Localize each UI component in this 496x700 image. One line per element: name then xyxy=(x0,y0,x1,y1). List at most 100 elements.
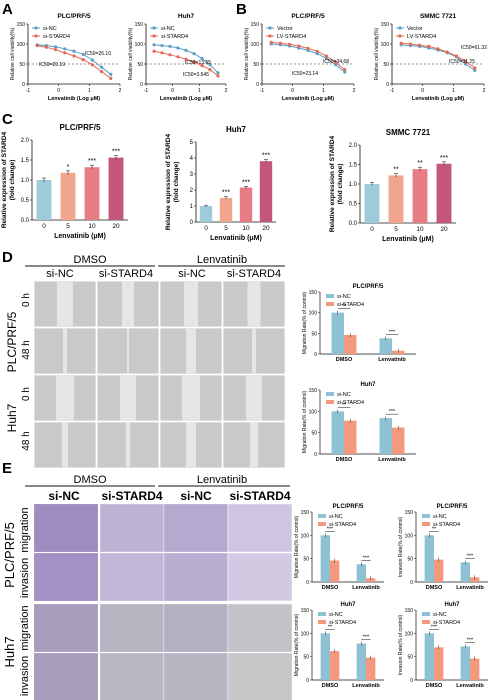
cell-stain-overlay xyxy=(100,504,164,552)
y-tick-label: 1.5 xyxy=(349,163,358,169)
d-row-48h-plc: 48 h xyxy=(21,340,32,359)
x-tick-label: 20 xyxy=(112,223,120,230)
x-tick-label: -1 xyxy=(390,88,395,94)
y-tick-label: 150 xyxy=(309,290,318,296)
y-tick-label: 0 xyxy=(140,82,143,88)
y-tick-label: 100 xyxy=(301,631,310,637)
wound-gap xyxy=(247,281,261,327)
e-row-migration-plc: migration xyxy=(19,507,31,552)
data-point xyxy=(54,45,58,49)
data-point xyxy=(90,63,94,67)
chart-title: Huh7 xyxy=(341,602,357,608)
data-point xyxy=(454,54,458,58)
bar xyxy=(424,633,434,680)
data-point xyxy=(72,49,76,53)
bar xyxy=(239,187,253,222)
series-line xyxy=(271,41,346,70)
data-point xyxy=(200,56,204,61)
wound-gap xyxy=(120,375,136,421)
wound-gap xyxy=(184,281,198,327)
cell-stain-overlay xyxy=(164,653,228,700)
legend-swatch xyxy=(326,392,334,396)
x-tick-label: Lenvatinib xyxy=(456,585,484,591)
bar xyxy=(199,206,213,222)
bar xyxy=(366,657,376,680)
y-axis-label: Migration Rate(% of control) xyxy=(294,516,300,579)
x-tick-label: 2 xyxy=(119,88,122,94)
y-tick-label: 0 xyxy=(306,678,309,684)
e-row-invasion-plc: invasion xyxy=(19,558,31,598)
panel-label-b: B xyxy=(236,1,247,18)
y-tick-label: 50 xyxy=(311,431,317,437)
x-tick-label: Lenvatinib xyxy=(378,457,406,463)
legend-marker xyxy=(152,26,156,30)
x-tick-label: -1 xyxy=(144,88,149,94)
bar xyxy=(388,175,404,223)
y-tick-label: 0 xyxy=(314,452,317,458)
data-point xyxy=(152,49,156,53)
y-tick-label: 0.0 xyxy=(21,218,30,224)
chart-e3: Huh7 0 50 100 150 si-NC si-STARD4** DMSO *** Lenv… xyxy=(294,602,384,689)
cell-stain-overlay xyxy=(34,604,98,652)
x-axis-label: Lenvatinib (Log μM) xyxy=(412,96,464,102)
chart-title: Huh7 xyxy=(178,13,195,20)
data-point xyxy=(109,72,113,76)
y-tick-label: 0 xyxy=(190,220,194,226)
legend-marker xyxy=(34,34,38,38)
y-tick-label: 50 xyxy=(303,557,309,563)
y-axis-label: Relative cell viability(%) xyxy=(10,27,16,80)
x-tick-label: 2 xyxy=(483,88,486,94)
cell-stain-overlay xyxy=(164,604,228,652)
legend-marker xyxy=(398,34,402,38)
transwell-image xyxy=(99,503,165,553)
cell-stain-overlay xyxy=(34,504,98,552)
y-tick-label: 150 xyxy=(251,22,260,28)
x-axis-label: Lenvatinib (μM) xyxy=(382,236,434,243)
x-axis-label: Lenvatinib (Log μM) xyxy=(282,96,334,102)
data-point xyxy=(208,68,212,72)
d-row-plc: PLC/PRF/5 xyxy=(5,311,19,372)
legend-label: si-STARD4 xyxy=(433,620,460,626)
legend-swatch xyxy=(422,514,430,518)
significance-label: *** xyxy=(440,155,448,162)
bar xyxy=(331,411,344,454)
data-point xyxy=(192,52,196,56)
chart-title: Huh7 xyxy=(445,602,461,608)
significance-label: ** xyxy=(342,402,347,408)
bar xyxy=(356,564,366,582)
transwell-images: DMSO Lenvatinib si-NC si-STARD4 si-NC si… xyxy=(2,474,293,700)
data-point xyxy=(100,70,104,74)
transwell-image xyxy=(163,552,229,602)
data-point xyxy=(324,56,328,61)
e-col-si-nc-1: si-NC xyxy=(48,489,80,503)
bar xyxy=(60,172,76,220)
x-axis-label: Lenvatinib (Log μM) xyxy=(48,96,100,102)
cell-stain-overlay xyxy=(34,553,98,601)
panel-label-e: E xyxy=(2,460,12,477)
chart-e2: PLC/PRF/5 0 50 100 150 si-NC si-STARD4** DMSO **… xyxy=(398,504,488,591)
data-point xyxy=(160,51,164,55)
data-point xyxy=(35,44,39,48)
e-col-si-nc-2: si-NC xyxy=(180,489,212,503)
legend-label: si-NC xyxy=(433,612,447,618)
significance-label: *** xyxy=(467,637,474,643)
legend-label: si-STARD4 xyxy=(329,522,356,528)
chart-title: PLC/PRF/5 xyxy=(60,123,101,132)
ic50-annotation: IC50=34.68 xyxy=(323,59,349,65)
significance-label: *** xyxy=(467,553,474,559)
data-point xyxy=(54,48,58,52)
bar xyxy=(320,633,330,680)
data-point xyxy=(160,44,164,48)
legend-swatch xyxy=(326,400,334,404)
data-point xyxy=(109,76,113,80)
chart-title: PLC/PRF/5 xyxy=(291,13,325,20)
chart-e1: PLC/PRF/5050100150si-NCsi-STARD4***DMSO*… xyxy=(294,504,384,591)
cell-stain-overlay xyxy=(100,604,164,652)
wound-gap xyxy=(186,328,196,374)
y-tick-label: 1.0 xyxy=(21,178,30,184)
bar xyxy=(344,420,357,454)
x-tick-label: DMSO xyxy=(322,585,339,591)
